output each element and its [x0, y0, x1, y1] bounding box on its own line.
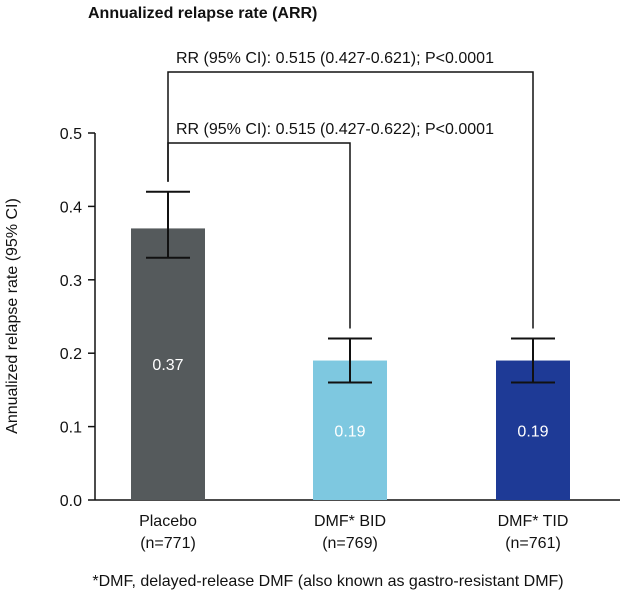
- bar-value-label: 0.37: [152, 357, 183, 374]
- y-tick-label: 0.3: [60, 273, 82, 290]
- y-tick-label: 0.1: [60, 420, 82, 437]
- y-tick-label: 0.5: [60, 126, 82, 143]
- y-axis-ticks: 0.0 0.1 0.2 0.3 0.4 0.5: [60, 126, 95, 510]
- comparison-brackets: RR (95% CI): 0.515 (0.427-0.621); P<0.00…: [167, 50, 534, 329]
- bar: [131, 228, 205, 501]
- category-n-label: (n=769): [322, 535, 378, 552]
- comparison-label: RR (95% CI): 0.515 (0.427-0.621); P<0.00…: [176, 50, 494, 67]
- comparison-bracket: [167, 142, 351, 329]
- category-n-label: (n=771): [140, 535, 196, 552]
- bar-value-label: 0.19: [517, 423, 548, 440]
- bar: [496, 360, 570, 500]
- bar: [313, 360, 387, 500]
- x-axis-labels: Placebo (n=771) DMF* BID (n=769) DMF* TID (n=…: [139, 513, 568, 552]
- chart-title: Annualized relapse rate (ARR): [88, 5, 317, 22]
- category-label: DMF* BID: [314, 513, 386, 530]
- category-label: DMF* TID: [498, 513, 569, 530]
- category-label: Placebo: [139, 513, 197, 530]
- y-tick-label: 0.4: [60, 199, 82, 216]
- bar-value-label: 0.19: [334, 423, 365, 440]
- y-axis-label: Annualized relapse rate (95% CI): [4, 198, 21, 434]
- comparison-bracket: [167, 71, 534, 329]
- y-tick-label: 0.2: [60, 346, 82, 363]
- error-bars: [146, 190, 555, 384]
- footnote: *DMF, delayed-release DMF (also known as…: [92, 573, 563, 590]
- comparison-label: RR (95% CI): 0.515 (0.427-0.622); P<0.00…: [176, 121, 494, 138]
- y-tick-label: 0.0: [60, 493, 82, 510]
- bars: 0.37 0.19 0.19: [131, 228, 570, 501]
- category-n-label: (n=761): [505, 535, 561, 552]
